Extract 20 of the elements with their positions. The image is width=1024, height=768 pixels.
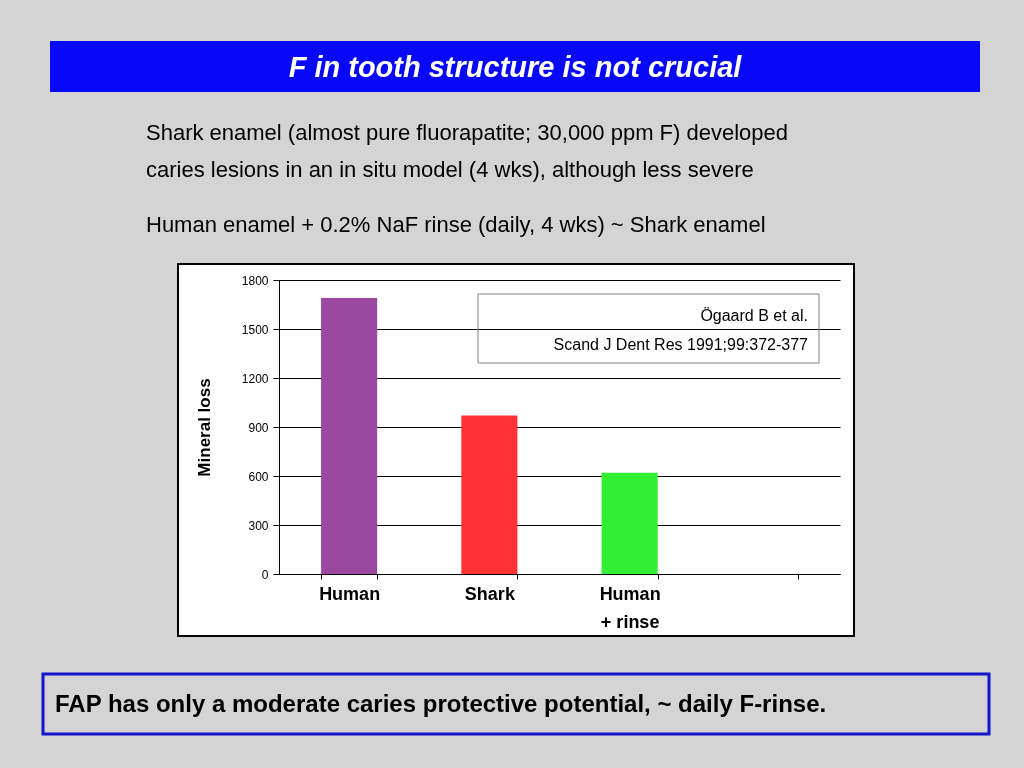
y-tick-label: 900 xyxy=(248,420,269,435)
y-tick-label: 1800 xyxy=(241,273,269,288)
x-tick-label: Shark xyxy=(464,583,516,604)
text: Shark enamel (almost pure fluorapatite; 30,000 ppm F) developed caries lesions in an in situ model (4 wks), although less severe xyxy=(146,120,789,182)
text: Human enamel + 0.2% NaF rinse (daily, 4 wks) ~ Shark enamel xyxy=(146,212,766,237)
bar xyxy=(601,472,658,574)
y-tick-label: 0 xyxy=(261,567,269,582)
annotation: Ögaard B et al. xyxy=(700,307,808,324)
annotation: Scand J Dent Res 1991;99:372-377 xyxy=(553,336,809,353)
y-tick-label: 300 xyxy=(248,518,269,533)
bar xyxy=(321,297,378,574)
x-tick-label: Human xyxy=(319,583,381,604)
y-tick-label: 600 xyxy=(248,469,269,484)
y-tick-label: 1200 xyxy=(241,371,269,386)
chart-title: F in tooth structure is not crucial xyxy=(288,51,743,83)
y-tick-label: 1500 xyxy=(241,322,269,337)
y-axis-title: Mineral loss xyxy=(194,378,214,477)
text: FAP has only a moderate caries protective potential, ~ daily F-rinse. xyxy=(55,690,827,717)
bar xyxy=(461,415,518,574)
x-tick-label: Human + rinse xyxy=(599,583,661,632)
